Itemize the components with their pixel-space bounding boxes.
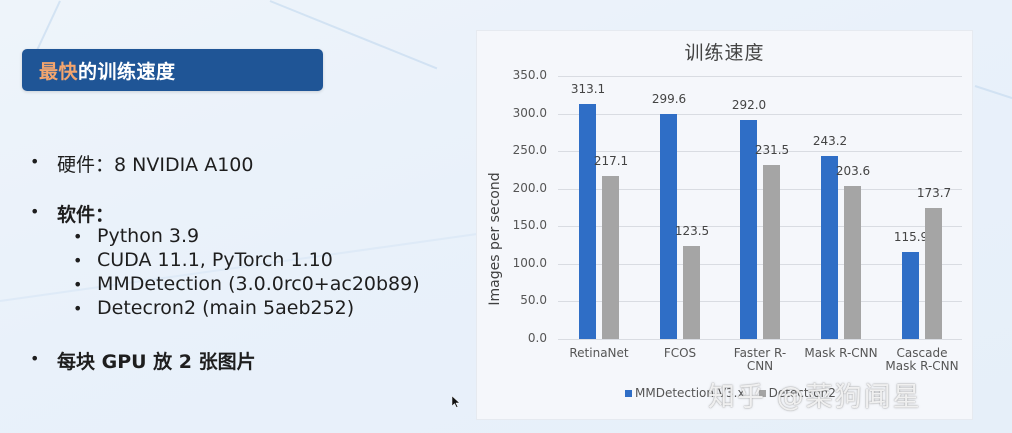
watermark: 知乎 @菜狗闻星 — [708, 382, 922, 413]
bullet-icon: • — [30, 349, 40, 368]
bullet-text: Detecron2 (main 5aeb252) — [97, 297, 355, 319]
bullet-text: 软件： — [57, 204, 115, 226]
data-label: 231.5 — [754, 143, 790, 158]
x-tick-label: FCOS — [637, 347, 723, 360]
gridline — [558, 263, 962, 265]
bullet-text: 每块 GPU 放 2 张图片 — [57, 351, 256, 373]
bar-detectron2 — [683, 246, 700, 339]
chart-title: 训练速度 — [684, 42, 765, 64]
bar-mmdetection — [902, 251, 919, 339]
bullet-text: Python 3.9 — [97, 225, 200, 247]
background-decoration — [33, 0, 61, 56]
legend-label: MMDetection V3.x — [635, 386, 745, 400]
x-tick-label: RetinaNet — [556, 347, 642, 360]
legend-item-detectron2: Detectron2 — [758, 386, 836, 400]
data-label: 173.7 — [916, 186, 952, 201]
bar-detectron2 — [763, 165, 780, 339]
gridline — [558, 188, 962, 190]
x-tick-label-line: Cascade — [896, 346, 948, 360]
bar-detectron2 — [925, 208, 942, 339]
gridline — [558, 151, 962, 153]
data-label: 313.1 — [570, 81, 606, 96]
bullet-icon: • — [73, 227, 83, 246]
chart-legend: MMDetection V3.x Detectron2 — [625, 386, 836, 400]
gridline — [558, 113, 962, 115]
bullet-text: CUDA 11.1, PyTorch 1.10 — [97, 249, 333, 271]
x-tick-label-line: Mask R-CNN — [804, 346, 878, 360]
bar-detectron2 — [844, 186, 861, 339]
background-decoration — [974, 85, 1012, 106]
data-label: 217.1 — [593, 153, 629, 168]
data-label: 123.5 — [674, 224, 710, 239]
bullet-icon: • — [73, 251, 83, 270]
bullet-icon: • — [30, 152, 40, 171]
bar-detectron2 — [602, 175, 619, 339]
legend-item-mmdetection: MMDetection V3.x — [625, 386, 745, 400]
x-tick-label-line: Mask R-CNN — [885, 359, 959, 373]
gridline — [558, 76, 962, 77]
data-label: 243.2 — [812, 134, 848, 149]
bullet-icon: • — [73, 299, 83, 318]
y-tick-label: 350.0 — [512, 68, 547, 82]
bullet-text: MMDetection (3.0.0rc0+ac20b89) — [97, 273, 420, 295]
bullet-icon: • — [73, 275, 83, 294]
data-label: 115.9 — [893, 229, 929, 244]
bar-mmdetection — [579, 103, 596, 339]
chart-panel: 训练速度 Images per second 0.0 50.0 100.0 150.0… — [476, 30, 973, 420]
slide-title-banner: 最快 的训练速度 — [22, 49, 323, 91]
data-label: 299.6 — [651, 91, 687, 106]
gridline — [558, 301, 962, 303]
y-tick-label: 250.0 — [512, 143, 547, 158]
x-tick-label-line: RetinaNet — [569, 346, 629, 360]
y-tick-label: 150.0 — [512, 218, 547, 233]
gridline — [558, 226, 962, 228]
data-label: 203.6 — [835, 164, 871, 178]
bar-mmdetection — [821, 156, 838, 339]
x-tick-label-line: Faster R- — [733, 346, 787, 360]
slide-title-text: 的训练速度 — [78, 60, 176, 83]
data-label: 292.0 — [731, 97, 767, 112]
y-tick-label: 300.0 — [512, 105, 547, 120]
bar-mmdetection — [740, 119, 757, 339]
x-tick-label: Mask R-CNN — [798, 347, 884, 360]
y-tick-label: 0.0 — [527, 331, 547, 345]
legend-swatch-icon — [625, 389, 632, 397]
legend-label: Detectron2 — [768, 386, 836, 400]
gridline — [558, 339, 962, 340]
x-tick-label: Cascade Mask R-CNN — [879, 347, 965, 373]
y-tick-label: 100.0 — [512, 255, 547, 270]
x-tick-label-line: FCOS — [663, 346, 697, 360]
bar-mmdetection — [660, 113, 677, 339]
y-tick-label: 50.0 — [520, 293, 547, 308]
mouse-cursor-icon — [452, 396, 460, 408]
slide-title-accent: 最快 — [39, 60, 79, 83]
bullet-icon: • — [30, 202, 40, 221]
x-tick-label: Faster R- CNN — [717, 347, 803, 373]
legend-swatch-icon — [758, 389, 766, 397]
x-tick-label-line: CNN — [746, 359, 774, 373]
bullet-text: 硬件：8 NVIDIA A100 — [57, 154, 254, 176]
y-tick-label: 200.0 — [512, 180, 547, 195]
